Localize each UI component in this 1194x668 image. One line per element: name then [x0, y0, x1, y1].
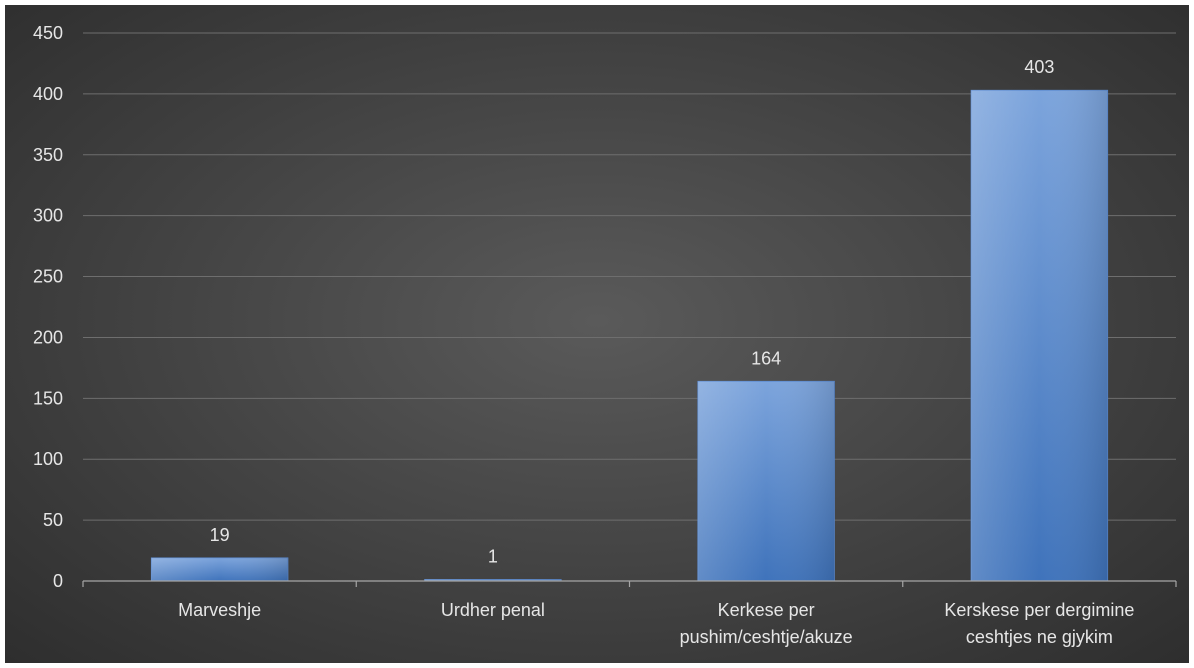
- y-tick-label: 400: [33, 84, 63, 104]
- bar-shading: [697, 381, 835, 581]
- category-label: Marveshje: [178, 600, 261, 620]
- data-labels: 19 1 164 403: [210, 57, 1055, 566]
- gridlines: [83, 32, 1176, 521]
- data-label: 164: [751, 348, 781, 368]
- category-label: ceshtjes ne gjykim: [966, 627, 1113, 647]
- data-label: 403: [1024, 57, 1054, 77]
- y-tick-label: 0: [53, 571, 63, 591]
- y-tick-label: 100: [33, 449, 63, 469]
- y-tick-label: 300: [33, 206, 63, 226]
- bar-chart: 0 50 100 150 200 250 300 350 400 450 19 1 164 403 Ma…: [33, 23, 1177, 647]
- category-label: Urdher penal: [441, 600, 545, 620]
- y-tick-label: 250: [33, 267, 63, 287]
- chart-area: 0 50 100 150 200 250 300 350 400 450 19 1 164 403 Ma…: [5, 5, 1189, 663]
- category-label: Kerskese per dergimine: [944, 600, 1134, 620]
- bar-shading: [151, 557, 288, 581]
- category-label: pushim/ceshtje/akuze: [680, 627, 853, 647]
- y-tick-label: 450: [33, 23, 63, 43]
- category-labels: Marveshje Urdher penal Kerkese per pushim/c…: [178, 600, 1134, 647]
- y-axis-ticks: 0 50 100 150 200 250 300 350 400 450: [33, 23, 63, 591]
- data-label: 19: [210, 525, 230, 545]
- y-tick-label: 350: [33, 145, 63, 165]
- y-tick-label: 200: [33, 327, 63, 347]
- y-tick-label: 50: [43, 510, 63, 530]
- x-axis: [82, 580, 1177, 587]
- category-label: Kerkese per: [718, 600, 815, 620]
- bar-shading: [971, 90, 1108, 581]
- data-label: 1: [488, 547, 498, 567]
- bar-shading: [424, 579, 562, 581]
- bars: [150, 89, 1109, 582]
- y-tick-label: 150: [33, 388, 63, 408]
